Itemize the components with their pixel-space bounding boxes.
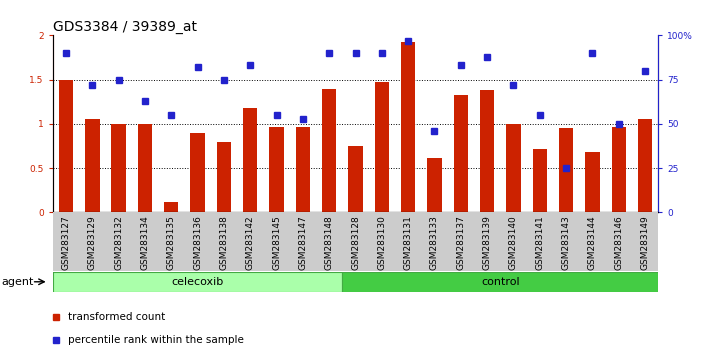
Bar (138, 124, 152, 212)
Bar (270, 127, 284, 212)
Bar (322, 88, 337, 212)
Bar (111, 124, 126, 212)
Bar (58, 80, 73, 212)
Bar (296, 127, 310, 212)
Bar (480, 90, 494, 212)
Bar (53, 272, 342, 292)
Bar (506, 124, 521, 212)
Text: percentile rank within the sample: percentile rank within the sample (68, 335, 244, 346)
Text: GSM283146: GSM283146 (615, 215, 623, 270)
Bar (348, 146, 363, 212)
Bar (401, 41, 415, 212)
Text: celecoxib: celecoxib (172, 277, 224, 287)
Bar (612, 127, 626, 212)
Text: GSM283139: GSM283139 (483, 215, 491, 270)
Bar (164, 202, 179, 212)
Text: GSM283143: GSM283143 (562, 215, 571, 270)
Text: agent: agent (1, 277, 33, 287)
Text: GSM283144: GSM283144 (588, 215, 597, 270)
Bar (375, 82, 389, 212)
Bar (638, 119, 653, 212)
Text: GSM283142: GSM283142 (246, 215, 255, 270)
Text: GSM283135: GSM283135 (167, 215, 176, 270)
Text: GSM283137: GSM283137 (456, 215, 465, 270)
Bar (532, 149, 547, 212)
Text: GSM283147: GSM283147 (298, 215, 308, 270)
Text: GSM283128: GSM283128 (351, 215, 360, 270)
Text: GSM283136: GSM283136 (193, 215, 202, 270)
Text: GSM283133: GSM283133 (430, 215, 439, 270)
Text: GSM283140: GSM283140 (509, 215, 518, 270)
Bar (342, 272, 658, 292)
Text: GSM283129: GSM283129 (88, 215, 96, 270)
Bar (190, 133, 205, 212)
Text: GSM283127: GSM283127 (61, 215, 70, 270)
Bar (243, 108, 258, 212)
Text: GSM283132: GSM283132 (114, 215, 123, 270)
Bar (585, 152, 600, 212)
Text: GSM283134: GSM283134 (140, 215, 149, 270)
Text: GSM283138: GSM283138 (220, 215, 228, 270)
Bar (427, 158, 441, 212)
Text: GSM283149: GSM283149 (641, 215, 650, 270)
Bar (559, 128, 573, 212)
Text: transformed count: transformed count (68, 312, 165, 322)
Text: GSM283131: GSM283131 (403, 215, 413, 270)
Text: GSM283141: GSM283141 (535, 215, 544, 270)
Text: GSM283148: GSM283148 (325, 215, 334, 270)
Bar (85, 119, 99, 212)
Text: GSM283145: GSM283145 (272, 215, 281, 270)
Bar (453, 95, 468, 212)
Bar (217, 142, 231, 212)
Text: GDS3384 / 39389_at: GDS3384 / 39389_at (53, 21, 197, 34)
Text: GSM283130: GSM283130 (377, 215, 386, 270)
Text: control: control (481, 277, 520, 287)
